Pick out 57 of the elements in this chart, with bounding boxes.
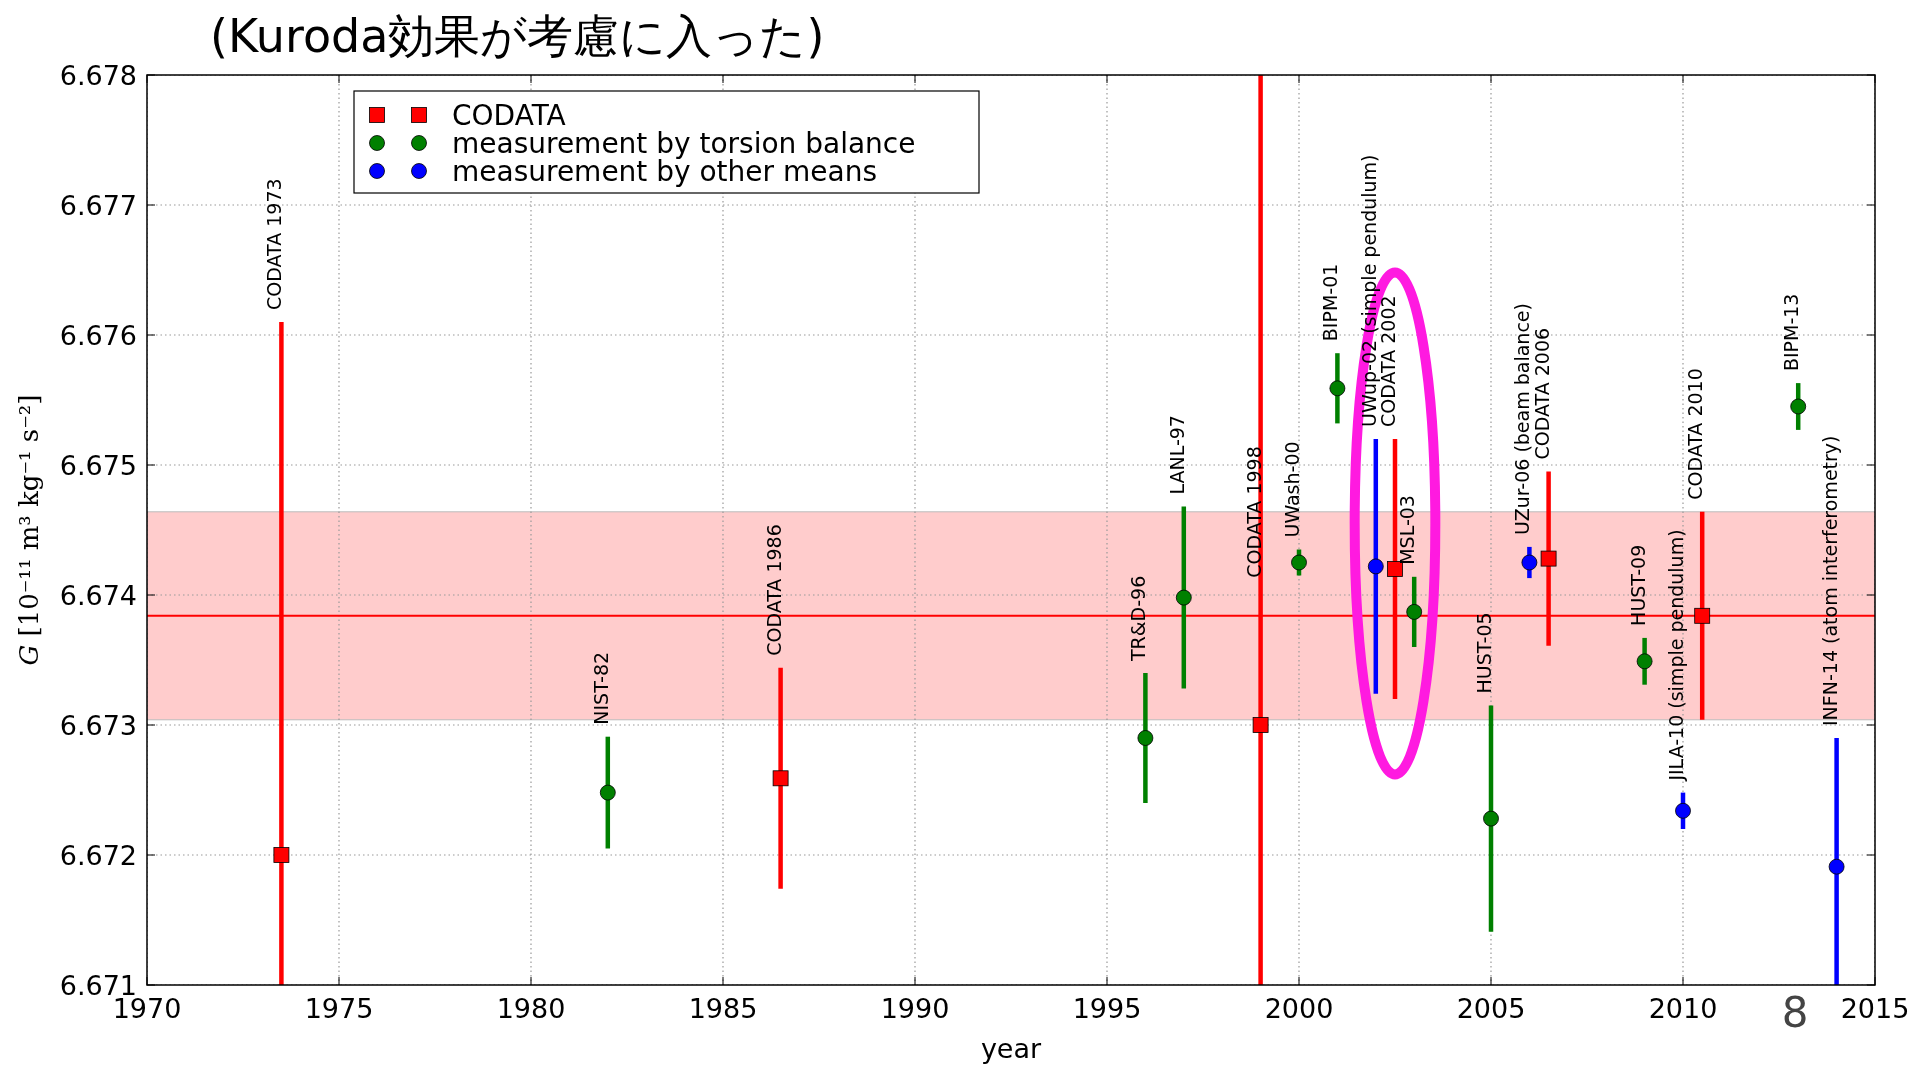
annotation: UWash-00 (1281, 441, 1303, 538)
point (273, 847, 290, 863)
x-tick-label: 2000 (1264, 993, 1334, 1024)
point (1291, 554, 1307, 571)
point (1636, 653, 1653, 670)
point (1675, 802, 1691, 819)
point (1175, 589, 1192, 606)
point (1540, 550, 1557, 567)
annotation: UWup-02 (simple pendulum) (1357, 154, 1380, 427)
x-tick-label: 2015 (1840, 993, 1910, 1024)
x-tick-label: 2010 (1648, 993, 1718, 1024)
point (1790, 398, 1807, 415)
annotation: MSL-03 (1396, 495, 1419, 565)
point (772, 770, 789, 787)
annotation: CODATA 2010 (1684, 368, 1707, 500)
point (1694, 607, 1711, 624)
x-tick-label: 2005 (1456, 993, 1526, 1024)
annotation: HUST-05 (1473, 612, 1495, 694)
legend-label: CODATA (452, 99, 566, 132)
point (1387, 561, 1403, 577)
x-tick-label: 1995 (1072, 993, 1142, 1024)
point (1828, 858, 1845, 875)
chart-title: (Kuroda効果が考慮に入った) (210, 9, 825, 63)
y-tick-label: 6.678 (59, 60, 137, 91)
annotation: LANL-97 (1165, 415, 1188, 495)
annotation: CODATA 1973 (263, 178, 286, 310)
point (1329, 380, 1346, 397)
annotation: HUST-09 (1626, 544, 1649, 626)
x-tick-label: 1975 (304, 993, 374, 1024)
annotation: CODATA 1998 (1242, 446, 1265, 578)
y-tick-label: 6.676 (59, 320, 137, 351)
annotation: CODATA 1986 (762, 524, 785, 656)
point (1367, 558, 1384, 575)
x-tick-label: 1980 (496, 993, 566, 1024)
y-tick-label: 6.677 (59, 190, 137, 221)
annotation: JILA-10 (simple pendulum) (1665, 529, 1687, 782)
annotation: INFN-14 (atom interferometry) (1818, 435, 1841, 726)
y-axis-title: G [10⁻¹¹ m³ kg⁻¹ s⁻²] (14, 394, 44, 666)
point (1521, 554, 1538, 571)
y-tick-label: 6.675 (59, 450, 137, 481)
y-tick-label: 6.674 (59, 580, 137, 611)
point (1483, 810, 1499, 827)
y-tick-label: 6.672 (59, 840, 137, 871)
x-tick-label: 1990 (880, 993, 950, 1024)
x-axis-title: year (980, 1033, 1043, 1064)
y-tick-label: 6.673 (59, 710, 137, 741)
annotation: TR&D-96 (1127, 575, 1150, 662)
point (1406, 604, 1423, 620)
text: 8 (1781, 988, 1809, 1037)
annotation: BIPM-13 (1780, 293, 1803, 372)
annotation: BIPM-01 (1319, 263, 1342, 342)
x-tick-label: 1985 (688, 993, 758, 1024)
point (1137, 730, 1154, 746)
point (599, 784, 616, 801)
annotation: UZur-06 (beam balance) (1511, 303, 1534, 535)
annotation: NIST-82 (589, 651, 612, 725)
point (1252, 717, 1269, 733)
